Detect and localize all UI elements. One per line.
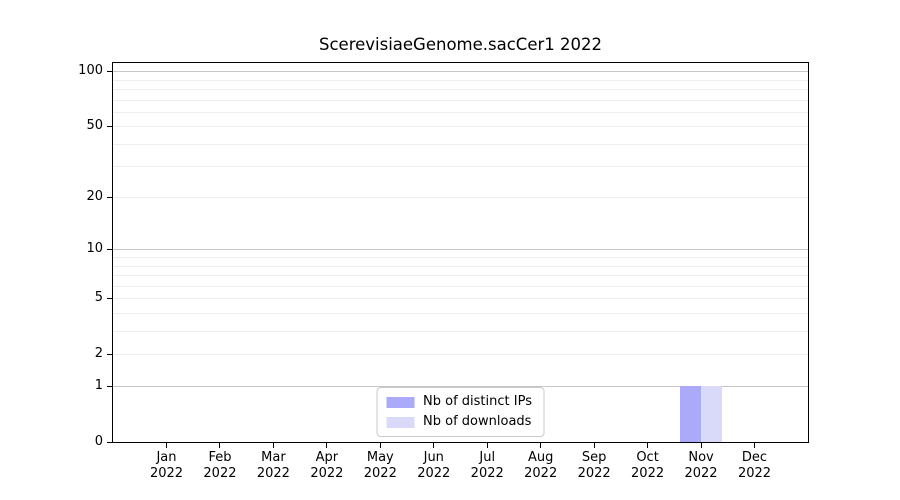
gridline-major [113,386,808,388]
gridline-minor [113,285,808,287]
x-axis-tick-label: Jun 2022 [394,450,474,482]
x-axis-tick-label-year: 2022 [631,466,665,481]
gridline-minor [113,197,808,199]
x-axis-tick-mark [166,443,167,448]
x-axis-tick-label-month: Jan [156,450,177,465]
plot-area: Nb of distinct IPs Nb of downloads [112,62,809,443]
gridline-minor [113,126,808,128]
y-axis-tick-mark [107,249,112,251]
x-axis-tick-label: May 2022 [340,450,420,482]
x-axis-tick-label-year: 2022 [417,466,451,481]
x-axis-tick-label: Jan 2022 [127,450,207,482]
x-axis-tick-label-month: Oct [636,450,659,465]
x-axis-tick-label-month: Jun [423,450,444,465]
x-axis-tick-label-year: 2022 [470,466,504,481]
x-axis-tick-label-year: 2022 [737,466,772,481]
x-axis-tick-label: Oct 2022 [608,450,688,482]
x-axis-tick-label: Apr 2022 [287,450,367,482]
x-axis-tick-mark [486,443,488,448]
legend-label-distinct-ips: Nb of distinct IPs [423,394,532,409]
gridline-minor [113,79,808,81]
y-axis-tick-mark [107,126,112,128]
x-axis-tick-mark [272,443,274,448]
x-axis-tick-label: Sep 2022 [554,450,634,482]
gridline-minor [113,166,808,168]
x-axis-tick-mark [379,443,381,448]
gridline-minor [113,312,808,314]
legend-item-downloads: Nb of downloads [386,414,532,430]
x-axis-tick-mark [433,443,435,448]
y-axis-tick-label: 100 [78,63,103,79]
x-axis-tick-label: Aug 2022 [501,450,581,482]
y-axis-tick-label: 5 [94,290,103,306]
y-axis-tick-label: 2 [94,345,103,361]
x-axis-tick-label-month: Aug [527,450,554,465]
y-axis-tick-label: 1 [94,378,103,394]
x-axis-tick-label-month: Apr [315,450,339,465]
y-axis-tick-label: 20 [86,189,103,205]
y-axis-tick-mark [107,442,112,443]
x-axis-tick-mark [647,443,649,448]
x-axis-tick-label-year: 2022 [524,466,558,481]
x-axis-tick-label: Nov 2022 [661,450,741,482]
x-axis-tick-label-month: Dec [741,450,768,465]
x-axis-tick-label-month: Feb [208,450,232,465]
gridline-minor [113,89,808,91]
gridline-minor [113,265,808,267]
y-axis-tick-label: 10 [86,241,103,257]
x-axis-tick-label-year: 2022 [310,466,344,481]
x-axis-tick-label: Dec 2022 [715,450,795,482]
gridline-minor [113,274,808,276]
bar-distinct-ips [679,386,702,442]
gridline-minor [113,257,808,259]
gridline-minor [113,99,808,101]
gridline-minor [113,330,808,332]
bar-downloads [701,386,723,442]
x-axis-tick-label-month: Jul [479,450,496,465]
x-axis-tick-label-year: 2022 [203,466,237,481]
legend-label-downloads: Nb of downloads [423,414,532,429]
x-axis-tick-label-month: Sep [581,450,607,465]
y-axis-tick-mark [107,71,112,73]
y-axis-tick-mark [107,386,112,388]
x-axis-tick-mark [326,443,328,448]
x-axis-tick-label: Jul 2022 [447,450,527,482]
x-axis-tick-label-year: 2022 [149,466,184,481]
gridline-minor [113,111,808,113]
legend: Nb of distinct IPs Nb of downloads [376,387,545,437]
y-axis-tick-label: 0 [94,434,103,449]
gridline-major [113,249,808,251]
gridline-minor [113,353,808,355]
x-axis-tick-label-year: 2022 [256,466,290,481]
y-axis-tick-label: 50 [86,118,103,134]
gridline-minor [113,143,808,145]
x-axis-tick-label: Mar 2022 [233,450,313,482]
x-axis-tick-label-month: Mar [261,450,286,465]
x-axis-tick-label-month: May [366,450,394,465]
x-axis-tick-mark [593,443,595,448]
legend-swatch-distinct-ips [386,396,415,408]
x-axis-tick-label-year: 2022 [684,466,718,481]
x-axis-tick-label: Feb 2022 [180,450,260,482]
x-axis-tick-mark [754,443,755,448]
y-axis-tick-mark [107,197,112,199]
x-axis-tick-mark [219,443,221,448]
x-axis-tick-label-year: 2022 [363,466,397,481]
x-axis-tick-mark [540,443,542,448]
legend-swatch-downloads [386,416,415,428]
x-axis-tick-label-month: Nov [688,450,714,465]
gridline-minor [113,298,808,300]
chart-title: ScerevisiaeGenome.sacCer1 2022 [319,35,602,54]
legend-item-distinct-ips: Nb of distinct IPs [386,394,532,410]
x-axis-tick-mark [700,443,702,448]
x-axis-tick-label-year: 2022 [577,466,611,481]
gridline-major [113,71,808,73]
y-axis-tick-mark [107,298,112,300]
y-axis-tick-mark [107,353,112,355]
